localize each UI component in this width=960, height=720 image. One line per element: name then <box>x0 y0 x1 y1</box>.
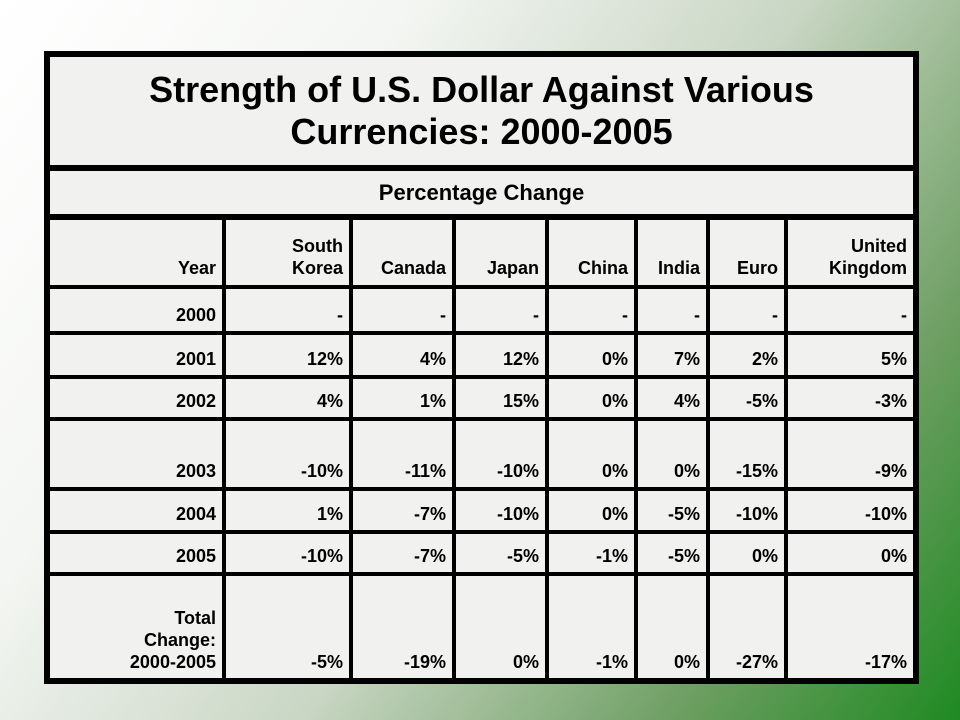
table-cell-euro: 0% <box>710 534 784 572</box>
table-cell-japan: - <box>456 289 545 331</box>
table-cell-india: - <box>638 289 706 331</box>
table-cell-china: - <box>549 289 634 331</box>
table-cell-china: 0% <box>549 491 634 530</box>
table-cell-united-kingdom: 0% <box>788 534 913 572</box>
table-cell-japan: -10% <box>456 421 545 487</box>
table-cell-japan: 0% <box>456 576 545 678</box>
row-label: 2002 <box>50 379 222 417</box>
table-cell-india: 0% <box>638 576 706 678</box>
table-cell-india: -5% <box>638 534 706 572</box>
row-label: 2000 <box>50 289 222 331</box>
header-year: Year <box>50 220 222 285</box>
table-cell-united-kingdom: 5% <box>788 335 913 375</box>
table-cell-china: -1% <box>549 534 634 572</box>
table-cell-united-kingdom: - <box>788 289 913 331</box>
header-japan: Japan <box>456 220 545 285</box>
table-cell-india: 0% <box>638 421 706 487</box>
row-label: 2004 <box>50 491 222 530</box>
table-cell-canada: 1% <box>353 379 452 417</box>
row-label: 2005 <box>50 534 222 572</box>
table-cell-united-kingdom: -17% <box>788 576 913 678</box>
row-label: Total Change: 2000-2005 <box>50 576 222 678</box>
table-cell-south-korea: - <box>226 289 349 331</box>
header-india: India <box>638 220 706 285</box>
table-cell-euro: -10% <box>710 491 784 530</box>
table-cell-china: 0% <box>549 335 634 375</box>
currency-table: Strength of U.S. Dollar Against Various … <box>44 51 919 684</box>
table-cell-canada: -7% <box>353 491 452 530</box>
header-china: China <box>549 220 634 285</box>
table-cell-euro: -15% <box>710 421 784 487</box>
table-cell-south-korea: -10% <box>226 534 349 572</box>
table-cell-united-kingdom: -10% <box>788 491 913 530</box>
table-cell-china: 0% <box>549 379 634 417</box>
header-united-kingdom: United Kingdom <box>788 220 913 285</box>
row-label: 2003 <box>50 421 222 487</box>
table-cell-canada: 4% <box>353 335 452 375</box>
header-euro: Euro <box>710 220 784 285</box>
table-cell-japan: 12% <box>456 335 545 375</box>
table-cell-canada: -7% <box>353 534 452 572</box>
table-subtitle: Percentage Change <box>50 171 913 214</box>
table-cell-canada: - <box>353 289 452 331</box>
table-cell-united-kingdom: -9% <box>788 421 913 487</box>
table-cell-euro: -27% <box>710 576 784 678</box>
table-cell-south-korea: 12% <box>226 335 349 375</box>
table-cell-euro: -5% <box>710 379 784 417</box>
table-cell-india: -5% <box>638 491 706 530</box>
table-cell-india: 4% <box>638 379 706 417</box>
header-canada: Canada <box>353 220 452 285</box>
table-cell-united-kingdom: -3% <box>788 379 913 417</box>
table-cell-japan: -5% <box>456 534 545 572</box>
table-cell-china: -1% <box>549 576 634 678</box>
table-cell-euro: 2% <box>710 335 784 375</box>
table-cell-india: 7% <box>638 335 706 375</box>
table-cell-south-korea: -10% <box>226 421 349 487</box>
row-label: 2001 <box>50 335 222 375</box>
table-cell-japan: 15% <box>456 379 545 417</box>
table-cell-euro: - <box>710 289 784 331</box>
table-cell-canada: -11% <box>353 421 452 487</box>
table-cell-south-korea: -5% <box>226 576 349 678</box>
table-cell-south-korea: 1% <box>226 491 349 530</box>
table-cell-japan: -10% <box>456 491 545 530</box>
table-title: Strength of U.S. Dollar Against Various … <box>50 57 913 165</box>
table-cell-south-korea: 4% <box>226 379 349 417</box>
header-south-korea: South Korea <box>226 220 349 285</box>
table-cell-canada: -19% <box>353 576 452 678</box>
table-cell-china: 0% <box>549 421 634 487</box>
